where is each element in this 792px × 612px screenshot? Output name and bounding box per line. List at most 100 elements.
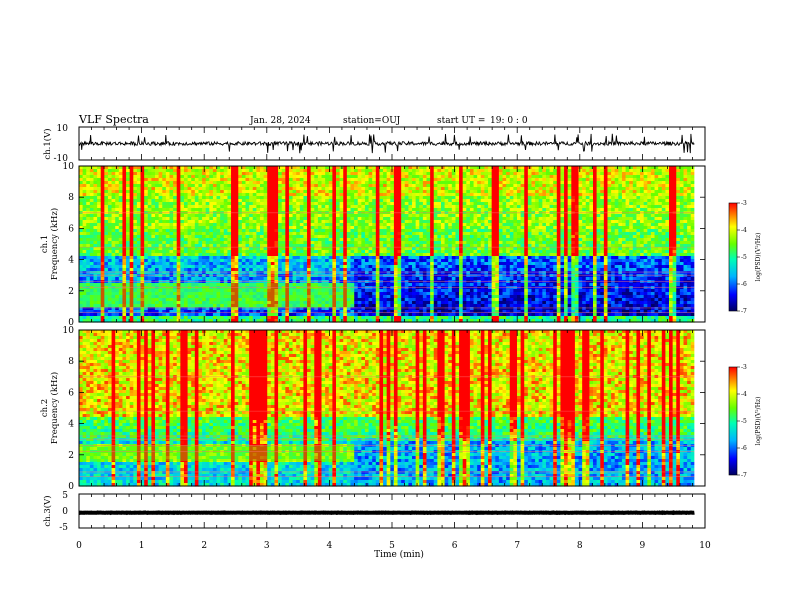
spec1-cell [469, 196, 475, 200]
spec1-cell [585, 169, 590, 173]
spec1-cell [629, 196, 634, 200]
spec1-cell [162, 172, 167, 176]
spec1-cell [89, 187, 95, 191]
spec1-cell [477, 184, 482, 188]
spec1-cell [419, 199, 424, 203]
spec1-cell [538, 190, 543, 194]
spec1-cell [357, 202, 362, 206]
spec1-cell [307, 184, 312, 188]
spec1-cell [336, 193, 341, 197]
spec1-cell [231, 169, 236, 173]
spec1-cell [527, 172, 533, 176]
spec1-cell [97, 178, 102, 182]
spec1-cell [448, 190, 453, 194]
spec1-cell [97, 202, 102, 206]
spec1-cell [263, 199, 268, 203]
spec1-cell [350, 190, 355, 194]
spec1-cell [227, 202, 232, 206]
spec1-cell [361, 184, 366, 188]
spec1-cell [245, 175, 250, 179]
spec1-cell [194, 193, 200, 197]
spec1-cell [538, 175, 543, 179]
spec1-cell [209, 196, 214, 200]
spec1-cell [625, 166, 630, 170]
spec1-cell [361, 169, 366, 173]
spec1-cell [401, 166, 406, 170]
spec1-cell [520, 169, 525, 173]
spec1-cell [307, 166, 312, 170]
spec1-cell [209, 202, 214, 206]
spec1-cell [97, 196, 102, 200]
spec1-cell [531, 169, 536, 173]
spec1-cell [643, 184, 648, 188]
spec1-cell [361, 202, 366, 206]
spec1-cell [654, 169, 659, 173]
spec1-cell [422, 193, 428, 197]
spec1-cell [578, 181, 583, 185]
spec1-cell [603, 184, 609, 188]
spec1-cell [596, 172, 601, 176]
spec1-cell [267, 184, 272, 188]
spec1-cell [477, 172, 482, 176]
spec1-cell [118, 184, 124, 188]
spec1-cell [582, 202, 587, 206]
spec1-cell [498, 190, 504, 194]
spec1-cell [661, 193, 666, 197]
spec1-cell [191, 184, 196, 188]
spec1-cell [495, 178, 500, 182]
spec1-cell [556, 190, 562, 194]
spec1-cell [202, 199, 207, 203]
spec1-cell [383, 190, 388, 194]
spec1-cell [361, 166, 366, 170]
spec1-cell [317, 184, 323, 188]
spec1-cell [643, 202, 648, 206]
spec1-cell [603, 193, 609, 197]
spec1-cell [444, 172, 449, 176]
spec1-cell [621, 172, 627, 176]
spec1-cell [292, 169, 297, 173]
spec1-cell [607, 166, 612, 170]
spec1-cell [372, 169, 377, 173]
spec1-cell [187, 178, 192, 182]
spec1-cell [357, 190, 362, 194]
spec1-cell [390, 184, 395, 188]
spec1-cell [176, 193, 181, 197]
spec1-cell [263, 166, 268, 170]
spec1-cell [209, 169, 214, 173]
spec1-cell [553, 175, 558, 179]
spec1-cell [683, 184, 688, 188]
spec1-cell [288, 169, 294, 173]
spec1-cell [665, 199, 670, 203]
spec1-cell [593, 190, 598, 194]
spec1-cell [596, 169, 601, 173]
spec1-cell [459, 175, 464, 179]
spec1-cell [281, 190, 286, 194]
spec1-cell [274, 178, 279, 182]
spec1-cell [252, 175, 257, 179]
spec1-cell [448, 199, 453, 203]
spec1-cell [212, 196, 218, 200]
spec1-cell [545, 169, 551, 173]
spec1-cell [158, 202, 163, 206]
spec1-cell [115, 196, 120, 200]
spec1-cell [440, 178, 446, 182]
spec1-cell [158, 187, 163, 191]
spec1-cell [198, 187, 203, 191]
spec1-cell [354, 166, 359, 170]
spec1-cell [661, 187, 666, 191]
spec1-cell [220, 202, 225, 206]
spec1-cell [564, 193, 569, 197]
spec1-cell [86, 178, 91, 182]
spec1-cell [86, 172, 91, 176]
spec1-cell [585, 172, 590, 176]
spec1-cell [545, 172, 551, 176]
spec1-cell [350, 184, 355, 188]
spec1-cell [191, 172, 196, 176]
spec1-cell [104, 187, 109, 191]
spec1-cell [238, 190, 243, 194]
spec1-cell [252, 172, 257, 176]
spec1-cell [162, 175, 167, 179]
spec1-cell [415, 202, 420, 206]
spec1-cell [165, 196, 171, 200]
spec1-cell [669, 199, 674, 203]
